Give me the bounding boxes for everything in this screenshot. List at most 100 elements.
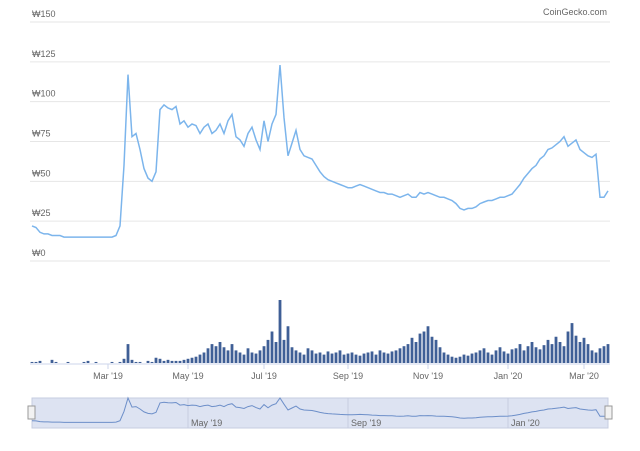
volume-bar [374,354,378,363]
x-tick-label: Jan '20 [494,371,523,381]
volume-bar [298,352,302,363]
volume-bar [270,331,274,363]
x-tick-label: Nov '19 [413,371,443,381]
volume-bar [394,350,398,363]
volume-bar [434,339,438,363]
volume-bar [514,348,518,363]
volume-bar [398,348,402,363]
volume-bar [282,339,286,363]
volume-bar [242,354,246,363]
volume-bar [214,346,218,363]
x-tick-label: Mar '19 [93,371,123,381]
navigator-label: Jan '20 [511,418,540,428]
volume-bar [146,360,150,363]
volume-bar [590,350,594,363]
volume-bar [274,342,278,363]
volume-bar [30,361,34,363]
volume-bar [198,354,202,363]
volume-bar [566,331,570,363]
volume-bar [174,360,178,363]
volume-bar [550,344,554,363]
volume-bar [278,300,282,363]
volume-bar [54,361,58,363]
volume-bar [306,348,310,363]
volume-bar [310,350,314,363]
volume-bar [430,336,434,363]
volume-bar [382,352,386,363]
volume-bar [250,352,254,363]
volume-bar [154,357,158,363]
volume-bar [330,353,334,363]
navigator-label: Sep '19 [351,418,381,428]
volume-bar [138,361,142,363]
volume-bar [538,349,542,363]
volume-bar [226,350,230,363]
volume-bar [582,337,586,363]
volume-bar [438,347,442,363]
volume-bar [34,361,38,363]
volume-bar [386,353,390,363]
volume-bar [354,354,358,363]
volume-bar [218,342,222,363]
volume-bar [378,350,382,363]
y-tick-label: ₩100 [32,89,56,99]
volume-bar [126,344,130,363]
volume-bar [238,352,242,363]
navigator[interactable] [31,397,609,429]
volume-bar [334,352,338,363]
volume-bar [182,359,186,363]
volume-bar [290,347,294,363]
volume-bar [94,361,98,363]
volume-bar [194,356,198,363]
volume-bar [302,354,306,363]
y-tick-label: ₩75 [32,129,51,139]
volume-bar [110,361,114,363]
volume-bar [150,361,154,363]
volume-bar [162,360,166,363]
volume-bar [602,346,606,363]
volume-bar [526,346,530,363]
volume-bar [370,351,374,363]
volume-bar [390,351,394,363]
volume-bar [586,344,590,363]
volume-bar [422,331,426,363]
volume-bar [578,342,582,363]
volume-bar [518,344,522,363]
volume-bar [322,354,326,363]
volume-bar [406,344,410,363]
volume-bar [594,352,598,363]
navigator-line [31,396,609,423]
volume-bar [342,354,346,363]
volume-bar [286,326,290,363]
volume-bar [546,339,550,363]
volume-bar [254,353,258,363]
volume-bar [86,360,90,363]
navigator-handle[interactable] [27,405,36,420]
volume-bar [414,342,418,363]
navigator-handle[interactable] [604,405,613,420]
y-tick-label: ₩0 [32,248,46,258]
volume-bar [210,344,214,363]
volume-bar [510,349,514,363]
y-tick-label: ₩50 [32,168,51,178]
volume-bar [558,342,562,363]
volume-bar [134,361,138,363]
volume-bar [530,342,534,363]
volume-bar [450,356,454,363]
volume-bar [262,346,266,363]
volume-bar [446,354,450,363]
volume-bar [350,352,354,363]
volume-bar [318,352,322,363]
volume-bar [554,336,558,363]
volume-bar [82,361,86,363]
volume-bar [426,326,430,363]
volume-bar [258,350,262,363]
x-tick-label: Jul '19 [251,371,277,381]
volume-bar [606,344,610,363]
volume-bar [598,348,602,363]
volume-bar [190,357,194,363]
volume-bar [206,348,210,363]
volume-bar [118,361,122,363]
price-line [31,64,609,238]
